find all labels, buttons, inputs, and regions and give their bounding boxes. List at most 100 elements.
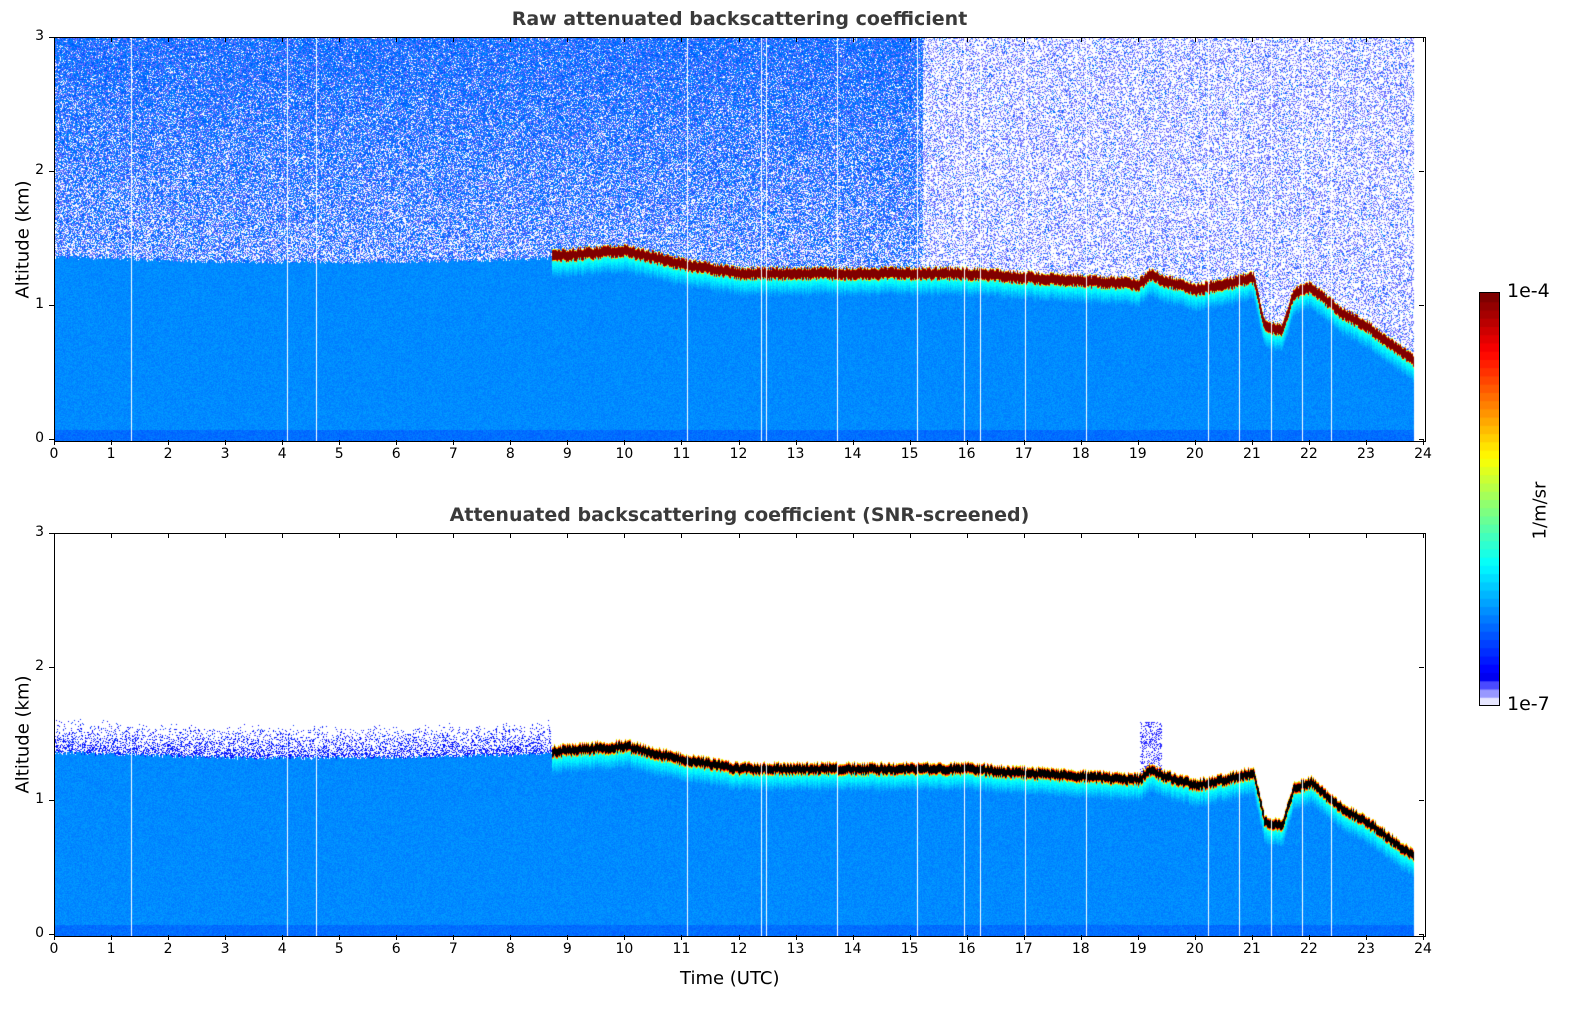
x-tick-label: 7 bbox=[448, 446, 458, 462]
x-tick-mark bbox=[1080, 935, 1082, 940]
y-tick-mark-right bbox=[1419, 171, 1424, 172]
y-tick-label: 1 bbox=[35, 791, 44, 808]
x-tick-mark bbox=[1308, 440, 1310, 445]
bottom-heatmap bbox=[55, 534, 1425, 936]
x-tick-mark bbox=[1137, 935, 1139, 940]
x-tick-mark-top bbox=[738, 533, 740, 538]
x-tick-mark bbox=[510, 440, 512, 445]
x-tick-mark-top bbox=[1251, 37, 1253, 42]
x-tick-label: 6 bbox=[391, 941, 401, 957]
y-tick-label: 0 bbox=[35, 430, 44, 446]
x-tick-mark-top bbox=[1080, 37, 1082, 42]
x-tick-label: 14 bbox=[843, 941, 862, 957]
x-tick-mark-top bbox=[168, 37, 170, 42]
y-tick-mark bbox=[49, 533, 54, 534]
y-tick-mark-right bbox=[1419, 666, 1424, 668]
x-tick-mark bbox=[225, 935, 227, 940]
x-tick-mark-top bbox=[909, 533, 911, 538]
x-tick-label: 1 bbox=[106, 941, 116, 957]
x-tick-mark bbox=[738, 440, 740, 445]
x-tick-mark-top bbox=[339, 37, 341, 42]
bottom-heatmap-axes bbox=[54, 533, 1426, 937]
x-tick-mark-top bbox=[1308, 37, 1310, 42]
top-chart-title: Raw attenuated backscattering coefficien… bbox=[511, 8, 968, 30]
x-tick-label: 4 bbox=[277, 941, 287, 957]
x-tick-mark-top bbox=[681, 37, 683, 42]
y-tick-mark-right bbox=[1419, 533, 1424, 534]
x-tick-label: 6 bbox=[391, 446, 401, 462]
x-tick-label: 19 bbox=[1128, 446, 1147, 462]
x-tick-label: 23 bbox=[1357, 941, 1375, 957]
x-tick-label: 10 bbox=[615, 941, 634, 957]
x-tick-mark-top bbox=[54, 37, 55, 42]
x-tick-mark-top bbox=[225, 37, 227, 42]
x-tick-label: 17 bbox=[1014, 446, 1033, 462]
x-tick-label: 21 bbox=[1242, 941, 1261, 957]
bottom-chart-title: Attenuated backscattering coefficient (S… bbox=[449, 504, 1030, 526]
x-tick-mark bbox=[54, 935, 55, 940]
x-tick-label: 0 bbox=[49, 941, 59, 957]
x-tick-mark-top bbox=[453, 37, 455, 42]
x-tick-label: 17 bbox=[1014, 941, 1033, 957]
x-tick-label: 20 bbox=[1185, 446, 1204, 462]
x-tick-label: 18 bbox=[1071, 446, 1090, 462]
x-tick-mark-top bbox=[1423, 533, 1424, 538]
x-tick-mark bbox=[1308, 935, 1310, 940]
x-tick-mark-top bbox=[510, 533, 512, 538]
x-tick-mark-top bbox=[624, 533, 626, 538]
x-tick-mark bbox=[681, 935, 683, 940]
top-heatmap bbox=[55, 38, 1425, 441]
x-tick-mark-top bbox=[852, 37, 854, 42]
x-tick-mark bbox=[510, 935, 512, 940]
x-tick-mark-top bbox=[1080, 533, 1082, 538]
x-tick-mark bbox=[1423, 440, 1424, 445]
x-tick-mark-top bbox=[795, 533, 797, 538]
x-tick-mark-top bbox=[1194, 37, 1196, 42]
x-tick-mark-top bbox=[1194, 533, 1196, 538]
x-tick-label: 9 bbox=[562, 941, 572, 957]
x-tick-mark-top bbox=[738, 37, 740, 42]
y-tick-label: 2 bbox=[35, 657, 44, 674]
x-tick-label: 5 bbox=[334, 941, 344, 957]
x-tick-label: 3 bbox=[220, 446, 230, 462]
x-tick-mark-top bbox=[966, 37, 968, 42]
x-tick-label: 24 bbox=[1414, 941, 1432, 957]
x-tick-mark-top bbox=[1365, 37, 1367, 42]
x-tick-mark-top bbox=[1308, 533, 1310, 538]
x-tick-mark bbox=[453, 440, 455, 445]
y-tick-mark bbox=[49, 666, 54, 668]
x-tick-mark bbox=[1194, 935, 1196, 940]
x-tick-mark-top bbox=[852, 533, 854, 538]
x-tick-mark bbox=[624, 935, 626, 940]
x-tick-mark-top bbox=[111, 37, 113, 42]
bottom-y-axis-label: Altitude (km) bbox=[12, 675, 34, 794]
x-tick-mark-top bbox=[1251, 533, 1253, 538]
x-tick-mark-top bbox=[567, 37, 569, 42]
x-tick-mark bbox=[1080, 440, 1082, 445]
x-tick-mark-top bbox=[567, 533, 569, 538]
x-tick-mark bbox=[1023, 935, 1025, 940]
y-tick-mark bbox=[49, 934, 54, 935]
x-tick-mark bbox=[282, 440, 284, 445]
x-tick-mark bbox=[1251, 935, 1253, 940]
x-tick-mark bbox=[1137, 440, 1139, 445]
x-tick-label: 11 bbox=[672, 446, 691, 462]
x-tick-label: 15 bbox=[900, 941, 919, 957]
y-tick-mark bbox=[49, 305, 54, 306]
x-tick-mark-top bbox=[225, 533, 227, 538]
x-tick-label: 16 bbox=[957, 446, 976, 462]
x-tick-mark bbox=[795, 935, 797, 940]
x-tick-mark bbox=[852, 935, 854, 940]
x-tick-mark bbox=[795, 440, 797, 445]
x-tick-label: 21 bbox=[1242, 446, 1261, 462]
top-heatmap-axes bbox=[54, 37, 1426, 442]
x-tick-label: 19 bbox=[1128, 941, 1147, 957]
x-tick-mark-top bbox=[795, 37, 797, 42]
x-tick-label: 14 bbox=[843, 446, 862, 462]
y-tick-mark-right bbox=[1419, 934, 1424, 935]
x-tick-mark-top bbox=[111, 533, 113, 538]
y-tick-mark bbox=[49, 37, 54, 38]
x-tick-mark-top bbox=[1423, 37, 1424, 42]
x-tick-label: 23 bbox=[1357, 446, 1375, 462]
x-tick-label: 13 bbox=[786, 446, 805, 462]
